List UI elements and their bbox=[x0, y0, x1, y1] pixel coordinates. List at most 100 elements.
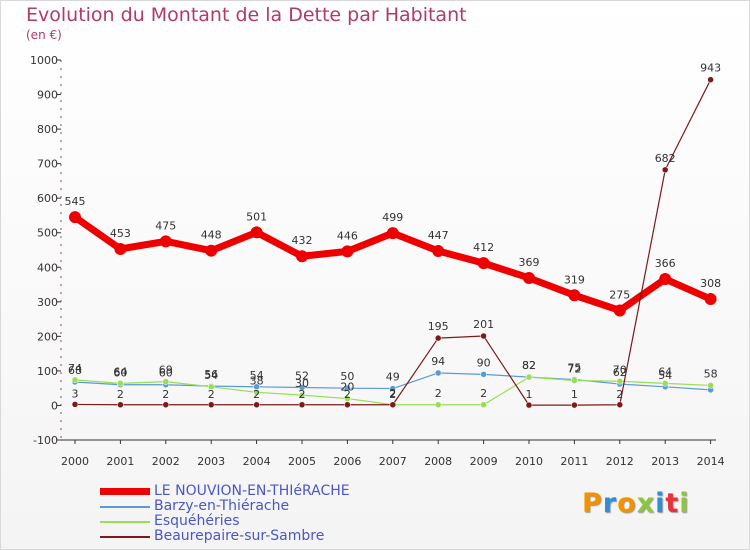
legend-label: Esquéhéries bbox=[154, 513, 240, 529]
y-tick-label: 200 bbox=[37, 330, 58, 343]
data-label: 448 bbox=[201, 229, 222, 242]
legend-label: Beaurepaire-sur-Sambre bbox=[154, 528, 325, 544]
data-point bbox=[386, 227, 399, 240]
data-label: 62 bbox=[613, 366, 627, 379]
data-point bbox=[434, 334, 442, 342]
data-label: 58 bbox=[704, 367, 718, 380]
legend-item: Barzy-en-Thiérache bbox=[100, 499, 350, 514]
data-label: 56 bbox=[204, 368, 218, 381]
data-point bbox=[616, 378, 624, 385]
x-tick-label: 2008 bbox=[424, 455, 452, 468]
data-label: 366 bbox=[655, 257, 676, 270]
legend-swatch bbox=[100, 520, 150, 523]
data-label: 453 bbox=[110, 227, 131, 240]
data-label: 60 bbox=[113, 367, 127, 380]
data-point bbox=[207, 401, 215, 409]
chart-unit-label: (en €) bbox=[26, 28, 62, 42]
data-label: 475 bbox=[155, 219, 176, 232]
data-label: 54 bbox=[250, 369, 264, 382]
data-point bbox=[114, 242, 127, 255]
x-tick-label: 2009 bbox=[470, 455, 498, 468]
chart-title: Evolution du Montant de la Dette par Hab… bbox=[26, 4, 467, 26]
data-label: 50 bbox=[340, 370, 354, 383]
legend-item: Esquéhéries bbox=[100, 514, 350, 529]
data-label: 201 bbox=[473, 318, 494, 331]
y-tick-label: 800 bbox=[37, 123, 58, 136]
data-point bbox=[434, 401, 442, 409]
data-point bbox=[480, 332, 487, 340]
axes: -100 0 100 200 300 400 500 600 700 800 900 1000 2000… bbox=[30, 54, 725, 468]
data-label: 60 bbox=[159, 367, 173, 380]
data-point bbox=[616, 401, 624, 409]
data-label: 74 bbox=[68, 362, 82, 375]
data-label: 545 bbox=[65, 195, 86, 208]
x-tick-label: 2010 bbox=[515, 455, 543, 468]
data-point bbox=[298, 391, 306, 399]
x-tick-label: 2011 bbox=[560, 455, 588, 468]
data-point bbox=[707, 76, 714, 83]
data-point bbox=[117, 380, 124, 387]
data-label: 94 bbox=[431, 355, 445, 368]
data-label: 82 bbox=[522, 359, 536, 372]
series-2: 74 64 69 54 38 30 20 2 2 282 72 70 64 58 bbox=[68, 359, 718, 409]
y-tick-label: 100 bbox=[37, 365, 58, 378]
data-point bbox=[117, 401, 124, 409]
data-label: 49 bbox=[386, 371, 400, 384]
legend-item: LE NOUVION-EN-THIéRACHE bbox=[100, 484, 350, 499]
data-point bbox=[704, 293, 717, 306]
data-label: 2 bbox=[435, 387, 442, 400]
data-point bbox=[389, 385, 397, 392]
data-label: 38 bbox=[250, 374, 264, 387]
data-label: 54 bbox=[204, 369, 218, 382]
data-label: 501 bbox=[246, 210, 267, 223]
legend-label: LE NOUVION-EN-THIéRACHE bbox=[154, 483, 350, 499]
x-tick-label: 2012 bbox=[606, 455, 634, 468]
data-label: 1 bbox=[571, 388, 578, 401]
data-label: 2 bbox=[208, 388, 215, 401]
data-label: 90 bbox=[477, 356, 491, 369]
data-label: 64 bbox=[658, 365, 672, 378]
data-point bbox=[661, 380, 669, 387]
y-tick-label: -100 bbox=[33, 434, 58, 447]
data-label: 30 bbox=[295, 377, 309, 390]
data-label: 2 bbox=[480, 387, 487, 400]
data-label: 2 bbox=[299, 388, 306, 401]
x-tick-label: 2014 bbox=[697, 455, 725, 468]
data-point bbox=[525, 401, 533, 409]
data-label: 275 bbox=[609, 288, 630, 301]
data-point bbox=[298, 384, 306, 391]
data-point bbox=[207, 383, 215, 391]
x-tick-label: 2013 bbox=[651, 455, 679, 468]
y-tick-label: 0 bbox=[51, 399, 58, 412]
y-tick-label: 600 bbox=[37, 192, 58, 205]
legend-swatch bbox=[100, 505, 150, 508]
data-label: 64 bbox=[113, 365, 127, 378]
data-point bbox=[341, 245, 354, 258]
data-point bbox=[296, 250, 308, 263]
data-label: 20 bbox=[340, 381, 354, 394]
data-point bbox=[525, 373, 533, 381]
x-tick-label: 2004 bbox=[243, 455, 271, 468]
data-point bbox=[523, 271, 535, 284]
data-label: 3 bbox=[72, 387, 79, 400]
data-label: 499 bbox=[382, 211, 403, 224]
data-point bbox=[71, 401, 79, 408]
y-tick-label: 500 bbox=[37, 227, 58, 240]
y-tick-label: 400 bbox=[37, 261, 58, 274]
data-point bbox=[661, 166, 669, 174]
x-tick-label: 2001 bbox=[106, 455, 134, 468]
data-label: 943 bbox=[700, 62, 721, 75]
data-point bbox=[69, 211, 81, 224]
data-label: 69 bbox=[159, 364, 173, 377]
data-label: 447 bbox=[428, 229, 449, 242]
data-label: 432 bbox=[292, 234, 313, 247]
x-tick-label: 2002 bbox=[152, 455, 180, 468]
data-label: 369 bbox=[519, 256, 540, 269]
data-label: 2 bbox=[616, 388, 623, 401]
data-point bbox=[298, 401, 306, 409]
series-0: 545 453 475 448 501 432 446 499 447 412 369 319 275 3… bbox=[65, 195, 721, 317]
data-point bbox=[571, 377, 578, 384]
